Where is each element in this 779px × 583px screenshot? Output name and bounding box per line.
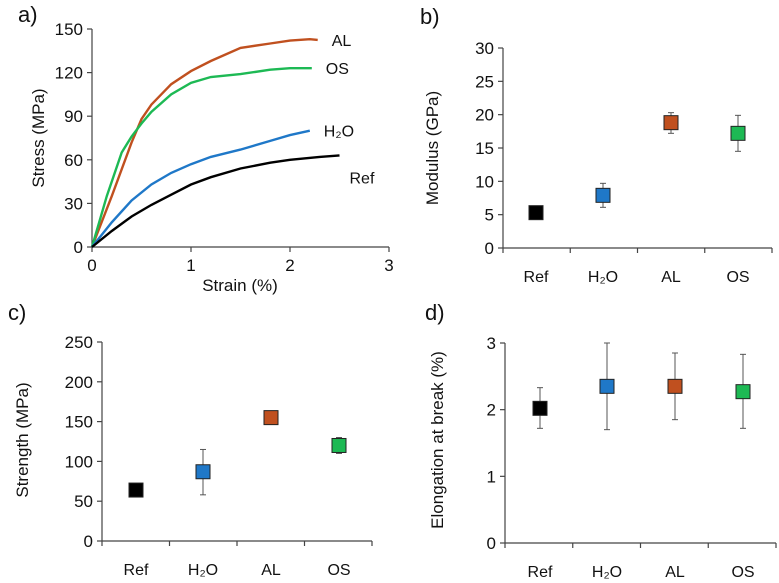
data-point-OS (331, 437, 347, 453)
y-tick-label: 0 (487, 534, 496, 553)
y-tick-label: 2 (487, 401, 496, 420)
y-tick-label: 0 (485, 239, 494, 258)
category-label: OS (327, 562, 350, 579)
y-tick-label: 20 (475, 106, 494, 125)
panel-a: a) 0 30 60 90 120 150 Stress (MPa) 0 1 2 3 Strain (%… (18, 2, 394, 295)
category-label: H₂O (588, 269, 618, 286)
panel-b: b) 0 5 10 15 20 25 30 Modulus (GPa) Ref H₂O AL OS (420, 4, 773, 286)
data-point-H₂O (599, 378, 615, 394)
data-point-OS (730, 125, 746, 141)
y-tick-label: 3 (487, 334, 496, 353)
category-label: AL (665, 564, 685, 581)
data-point-Ref (532, 400, 548, 416)
series-line-Ref (91, 154, 340, 248)
series-label: OS (326, 61, 349, 78)
category-label: OS (726, 269, 749, 286)
y-tick-label: 0 (84, 532, 93, 551)
category-label: AL (261, 562, 281, 579)
y-tick-label: 250 (65, 333, 93, 352)
panel-label: c) (8, 300, 26, 325)
y-tick-label: 120 (55, 64, 83, 83)
series-label: Ref (350, 170, 375, 187)
category-label: H₂O (592, 564, 622, 581)
data-point-AL (263, 410, 279, 426)
panel-c: c) 0 50 100 150 200 250 Strength (MPa) Ref H₂O AL O… (8, 300, 373, 579)
y-axis-label: Strength (MPa) (13, 382, 32, 497)
series-line-OS (90, 67, 312, 248)
data-point-OS (735, 384, 751, 400)
series-line-H₂O (91, 129, 311, 248)
category-label: Ref (124, 562, 149, 579)
y-tick-label: 10 (475, 172, 494, 191)
panel-d: d) 0 1 2 3 Elongation at break (%) Ref H₂O AL OS (425, 300, 777, 581)
x-tick-label: 1 (186, 256, 195, 275)
x-axis-label: Strain (%) (202, 276, 278, 295)
x-tick-label: 2 (285, 256, 294, 275)
data-point-Ref (528, 205, 544, 221)
y-tick-label: 100 (65, 452, 93, 471)
category-label: Ref (528, 564, 553, 581)
y-tick-label: 15 (475, 139, 494, 158)
data-point-AL (667, 378, 683, 394)
y-axis-label: Stress (MPa) (29, 88, 48, 187)
panel-label: a) (18, 2, 38, 27)
x-tick-label: 0 (87, 256, 96, 275)
y-tick-label: 150 (55, 20, 83, 39)
x-tick-label: 3 (384, 256, 393, 275)
y-tick-label: 5 (485, 206, 494, 225)
panel-label: d) (425, 300, 445, 325)
y-axis-label: Modulus (GPa) (423, 91, 442, 205)
data-point-H₂O (195, 464, 211, 480)
y-axis-label: Elongation at break (%) (428, 351, 447, 529)
category-label: H₂O (188, 562, 218, 579)
y-tick-label: 30 (475, 39, 494, 58)
category-label: Ref (524, 269, 549, 286)
series-line-AL (90, 37, 318, 248)
y-tick-label: 1 (487, 467, 496, 486)
y-tick-label: 150 (65, 413, 93, 432)
data-point-H₂O (595, 187, 611, 203)
y-tick-label: 60 (64, 151, 83, 170)
y-tick-label: 90 (64, 107, 83, 126)
series-label: AL (332, 33, 352, 50)
series-label: H₂O (324, 124, 354, 141)
y-tick-label: 50 (74, 492, 93, 511)
category-label: AL (661, 269, 681, 286)
y-tick-label: 30 (64, 194, 83, 213)
data-point-Ref (128, 482, 144, 498)
y-tick-label: 200 (65, 373, 93, 392)
data-point-AL (663, 115, 679, 131)
y-tick-label: 25 (475, 72, 494, 91)
panel-label: b) (420, 4, 440, 29)
category-label: OS (731, 564, 754, 581)
y-tick-label: 0 (74, 238, 83, 257)
